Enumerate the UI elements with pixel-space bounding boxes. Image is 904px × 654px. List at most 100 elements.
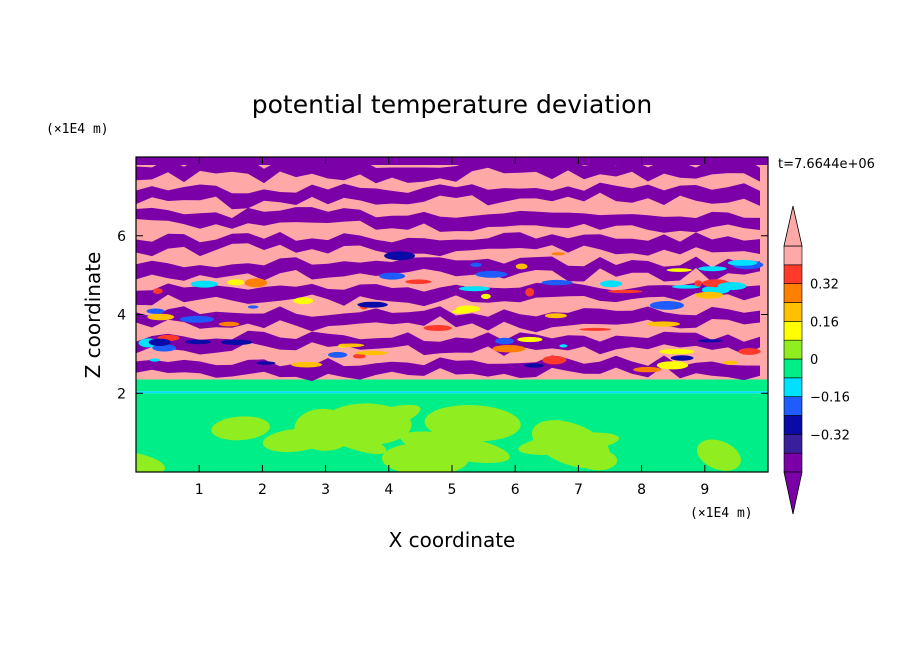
y-axis-label: Z coordinate <box>81 252 105 379</box>
eddy <box>649 301 685 310</box>
y-axis: 2 4 6 <box>117 229 768 402</box>
purple-band <box>136 281 760 307</box>
x-axis-label: X coordinate <box>389 528 516 552</box>
eddy <box>356 350 388 356</box>
purple-band <box>136 355 760 382</box>
purple-band <box>136 256 760 283</box>
eddy <box>738 348 761 355</box>
eddy <box>671 285 701 289</box>
eddy <box>517 336 543 343</box>
colorbar-swatch <box>783 358 803 379</box>
eddy <box>256 361 276 365</box>
eddy <box>455 305 481 313</box>
x-tick-label: 3 <box>321 482 330 498</box>
eddy <box>328 351 348 358</box>
eddy <box>152 344 177 352</box>
eddy <box>470 262 482 267</box>
colorbar-swatch <box>783 339 803 360</box>
x-tick-label: 6 <box>511 482 520 498</box>
colorbar-swatch <box>783 321 803 341</box>
y-tick-label: 4 <box>117 308 126 324</box>
x-tick-label: 9 <box>700 482 709 498</box>
colorbar-swatch <box>783 452 803 473</box>
eddy <box>190 280 218 288</box>
x-tick-label: 7 <box>574 482 583 498</box>
eddy <box>525 287 535 297</box>
chart-title: potential temperature deviation <box>252 90 652 119</box>
eddy <box>220 339 253 345</box>
colorbar-swatch <box>783 245 803 266</box>
colorbar-swatch <box>783 302 803 322</box>
x-unit-label: (×1E4 m) <box>690 506 753 521</box>
x-tick-label: 5 <box>448 482 457 498</box>
colorbar-swatch <box>783 434 803 454</box>
x-axis: 1 2 3 4 5 6 7 8 9 <box>195 157 709 498</box>
lower-blob <box>576 449 618 471</box>
eddy <box>698 266 727 272</box>
eddy <box>524 363 544 368</box>
eddy <box>352 354 366 359</box>
eddy <box>247 305 259 309</box>
lower-blob <box>696 439 741 471</box>
eddy <box>218 321 240 327</box>
eddy <box>495 337 515 345</box>
eddy <box>338 343 365 348</box>
colorbar-extend-top <box>783 205 803 247</box>
lower-blob <box>306 419 387 455</box>
purple-band <box>136 306 760 333</box>
colorbar-tick-label: −0.32 <box>810 428 850 443</box>
x-tick-label: 8 <box>637 482 646 498</box>
y-unit-label: (×1E4 m) <box>46 122 109 137</box>
colorbar-swatch <box>783 283 803 303</box>
y-tick-label: 2 <box>117 386 126 402</box>
eddy <box>694 280 703 287</box>
eddy <box>542 355 567 365</box>
eddy <box>244 278 268 288</box>
eddy <box>492 345 526 353</box>
eddy <box>695 291 724 299</box>
eddy <box>423 325 452 331</box>
eddy <box>579 327 612 331</box>
purple-band <box>136 207 760 233</box>
purple-band <box>136 330 760 356</box>
eddy <box>384 251 416 261</box>
lower-blob <box>211 416 270 441</box>
eddy <box>293 297 314 305</box>
eddy <box>559 344 568 348</box>
eddy <box>656 361 689 370</box>
transition-line <box>136 391 768 394</box>
eddy <box>152 288 163 294</box>
lower-blob <box>400 431 510 464</box>
eddy <box>475 270 508 278</box>
colorbar-tick-label: −0.16 <box>810 391 850 406</box>
eddy <box>659 348 695 355</box>
eddy <box>405 279 432 285</box>
y-tick-label: 6 <box>117 229 126 245</box>
x-tick-label: 4 <box>384 482 393 498</box>
eddy <box>515 263 528 270</box>
eddy <box>646 321 680 327</box>
eddy <box>185 339 212 345</box>
purple-band <box>136 232 760 257</box>
eddy <box>148 338 171 346</box>
purple-band <box>136 182 760 210</box>
colorbar-swatch <box>783 377 803 397</box>
eddy <box>607 289 643 294</box>
eddy <box>633 366 662 373</box>
eddy <box>379 272 406 280</box>
x-tick-label: 2 <box>258 482 267 498</box>
colorbar-swatch <box>783 396 803 416</box>
eddy <box>727 259 758 266</box>
transition-strip <box>136 379 768 392</box>
eddy <box>541 279 573 286</box>
eddy <box>666 268 692 272</box>
eddy <box>698 339 723 343</box>
eddy <box>357 301 388 308</box>
eddy <box>722 360 738 365</box>
colorbar-swatch <box>783 264 803 284</box>
colorbar-tick-label: 0.32 <box>810 278 839 293</box>
eddy <box>717 282 747 291</box>
eddy <box>291 361 323 368</box>
contour-field <box>136 157 768 472</box>
